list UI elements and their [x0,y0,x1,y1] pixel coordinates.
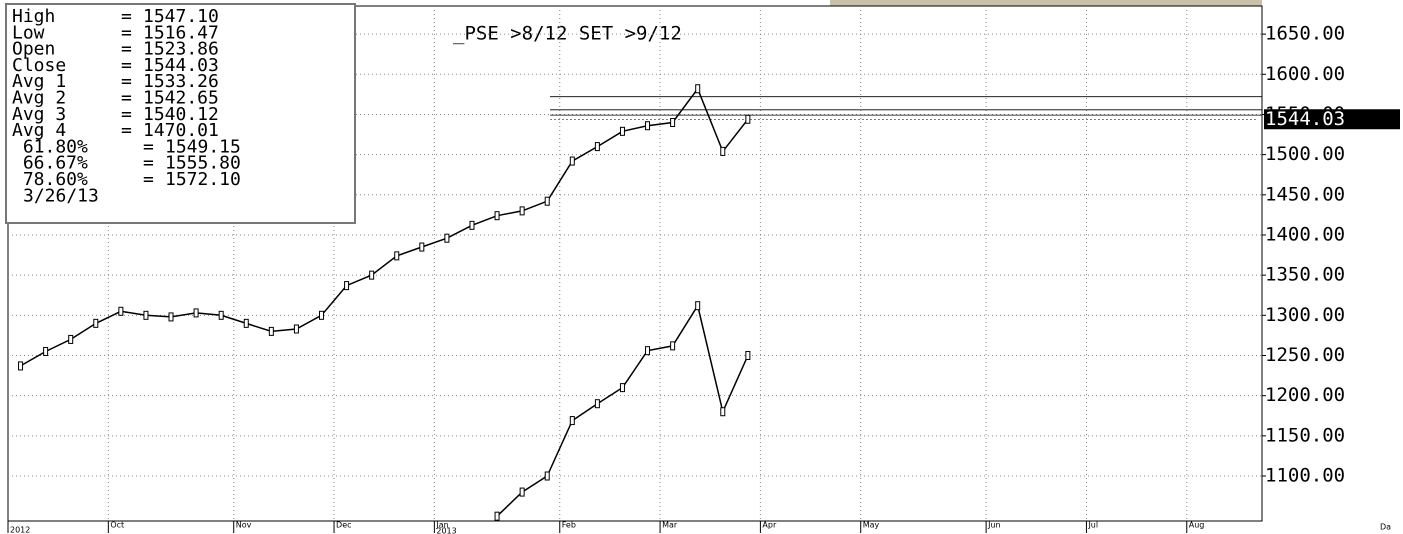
price-marker [620,384,624,392]
price-marker [420,243,424,251]
price-marker [746,351,750,359]
price-marker [94,319,98,327]
info-eq: = [121,120,132,141]
price-marker [646,347,650,355]
price-marker [696,302,700,310]
price-marker [320,311,324,319]
price-marker [671,118,675,126]
price-marker [595,400,599,408]
price-marker [244,319,248,327]
y-tick-label: 1150.00 [1265,424,1345,446]
close-badge-label: 1544.03 [1265,108,1345,130]
price-marker [570,417,574,425]
price-marker [646,122,650,130]
price-marker [219,311,223,319]
price-marker [370,271,374,279]
y-tick-label: 1100.00 [1265,465,1345,487]
price-marker [520,207,524,215]
y-tick-label: 1250.00 [1265,344,1345,366]
price-marker [696,85,700,93]
price-marker [595,143,599,151]
price-marker [545,197,549,205]
price-marker [721,408,725,416]
price-marker [620,127,624,135]
price-marker [19,362,23,370]
x-tick-label: Feb [562,521,576,530]
y-tick-label: 1500.00 [1265,143,1345,165]
price-marker [746,115,750,123]
y-tick-label: 1450.00 [1265,183,1345,205]
x-tick-label: May [863,521,880,530]
price-marker [545,472,549,480]
y-tick-label: 1300.00 [1265,304,1345,326]
y-tick-label: 1600.00 [1265,63,1345,85]
x-tick-label: Nov [236,521,252,530]
year-label: 2013 [436,527,456,534]
x-tick-label: 2012 [10,526,30,534]
price-marker [470,221,474,229]
x-tick-label: Dec [336,521,351,530]
price-marker [570,157,574,165]
info-date: 3/26/13 [23,185,99,206]
x-tick-label: Oct [110,521,124,530]
y-tick-label: 1400.00 [1265,223,1345,245]
x-tick-label: Aug [1189,521,1205,530]
price-line [497,306,748,517]
price-marker [520,488,524,496]
y-tick-label: 1200.00 [1265,384,1345,406]
price-marker [194,309,198,317]
x-tick-label: Apr [762,521,777,530]
price-marker [169,313,173,321]
price-marker [294,325,298,333]
chart: _PSE >8/12 SET >9/12 Da 1100.00 1150.00 12… [0,0,1403,534]
price-marker [269,327,273,335]
info-eq: = [143,169,154,190]
price-marker [445,234,449,242]
price-marker [495,512,499,520]
y-tick-label: 1650.00 [1265,23,1345,45]
x-tick-label: Jul [1087,521,1098,530]
photo-strip [830,0,1262,6]
y-tick-label: 1350.00 [1265,264,1345,286]
price-marker [345,282,349,290]
price-marker [44,347,48,355]
chart-title: _PSE >8/12 SET >9/12 [453,23,682,45]
x-tick-label: Jun [987,521,1001,530]
info-box: High=1547.10Low=1516.47Open=1523.86Close… [6,4,355,223]
price-marker [495,212,499,220]
x-tick-label: Mar [662,521,678,530]
price-marker [721,147,725,155]
price-marker [144,311,148,319]
price-marker [395,252,399,260]
price-marker [671,342,675,350]
price-marker [69,335,73,343]
price-marker [119,307,123,315]
corner-label: Da [1380,523,1391,532]
info-value: 1572.10 [165,169,241,190]
